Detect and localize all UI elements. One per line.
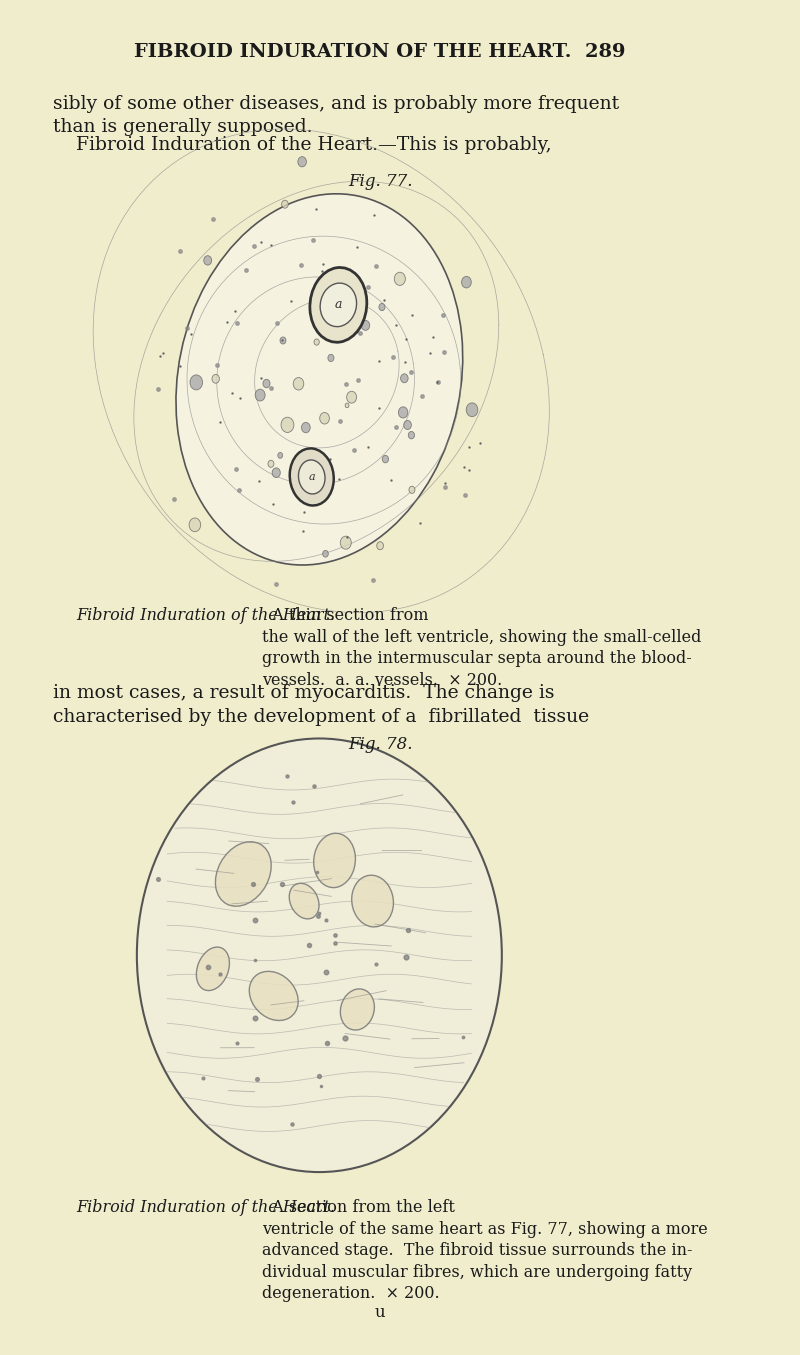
Text: FIBROID INDURATION OF THE HEART.  289: FIBROID INDURATION OF THE HEART. 289	[134, 43, 626, 61]
Ellipse shape	[314, 339, 319, 346]
Ellipse shape	[314, 833, 355, 888]
Ellipse shape	[268, 461, 274, 467]
Text: Fig. 77.: Fig. 77.	[348, 173, 413, 191]
Ellipse shape	[282, 201, 288, 209]
Ellipse shape	[189, 518, 201, 531]
Ellipse shape	[409, 486, 415, 493]
Ellipse shape	[401, 374, 408, 382]
Ellipse shape	[346, 392, 357, 404]
Text: A thin section from
the wall of the left ventricle, showing the small-celled
gro: A thin section from the wall of the left…	[262, 607, 702, 688]
Ellipse shape	[294, 378, 304, 390]
Ellipse shape	[362, 320, 370, 331]
Ellipse shape	[310, 267, 367, 343]
Ellipse shape	[212, 374, 219, 383]
Ellipse shape	[340, 989, 374, 1030]
Ellipse shape	[263, 379, 270, 388]
Ellipse shape	[290, 449, 334, 505]
Ellipse shape	[462, 276, 471, 289]
Ellipse shape	[340, 537, 351, 549]
Ellipse shape	[255, 389, 265, 401]
Text: sibly of some other diseases, and is probably more frequent
than is generally su: sibly of some other diseases, and is pro…	[54, 95, 619, 137]
Ellipse shape	[313, 465, 317, 469]
Ellipse shape	[345, 404, 349, 408]
Ellipse shape	[379, 304, 385, 310]
Ellipse shape	[320, 283, 357, 327]
Ellipse shape	[394, 272, 406, 286]
Text: Fig. 78.: Fig. 78.	[348, 736, 413, 753]
Text: Fibroid Induration of the Heart.: Fibroid Induration of the Heart.	[76, 1199, 335, 1217]
Ellipse shape	[408, 431, 414, 439]
Ellipse shape	[352, 875, 394, 927]
Ellipse shape	[196, 947, 230, 991]
Ellipse shape	[398, 406, 408, 417]
Ellipse shape	[176, 194, 462, 565]
Ellipse shape	[328, 354, 334, 362]
Ellipse shape	[290, 883, 319, 919]
Ellipse shape	[377, 542, 383, 550]
Ellipse shape	[278, 453, 282, 458]
Text: a: a	[309, 472, 315, 482]
Ellipse shape	[190, 375, 202, 390]
Ellipse shape	[320, 412, 330, 424]
Ellipse shape	[280, 337, 286, 344]
Ellipse shape	[215, 841, 271, 906]
Ellipse shape	[281, 417, 294, 432]
Text: Fibroid Induration of the Heart.: Fibroid Induration of the Heart.	[76, 607, 335, 625]
Text: a: a	[334, 298, 342, 312]
Ellipse shape	[272, 467, 280, 477]
Ellipse shape	[466, 402, 478, 417]
Ellipse shape	[404, 420, 411, 430]
Ellipse shape	[324, 308, 333, 318]
Ellipse shape	[204, 256, 212, 266]
Text: u: u	[375, 1304, 386, 1321]
Ellipse shape	[298, 157, 306, 167]
Ellipse shape	[298, 459, 325, 495]
Text: A section from the left
ventricle of the same heart as Fig. 77, showing a more
a: A section from the left ventricle of the…	[262, 1199, 708, 1302]
Ellipse shape	[382, 455, 389, 463]
Ellipse shape	[137, 738, 502, 1172]
Text: Fibroid Induration of the Heart.—This is probably,: Fibroid Induration of the Heart.—This is…	[76, 136, 552, 153]
Ellipse shape	[302, 423, 310, 432]
Ellipse shape	[250, 972, 298, 1020]
Text: in most cases, a result of myocarditis.  The change is
characterised by the deve: in most cases, a result of myocarditis. …	[54, 684, 590, 726]
Ellipse shape	[322, 550, 328, 557]
